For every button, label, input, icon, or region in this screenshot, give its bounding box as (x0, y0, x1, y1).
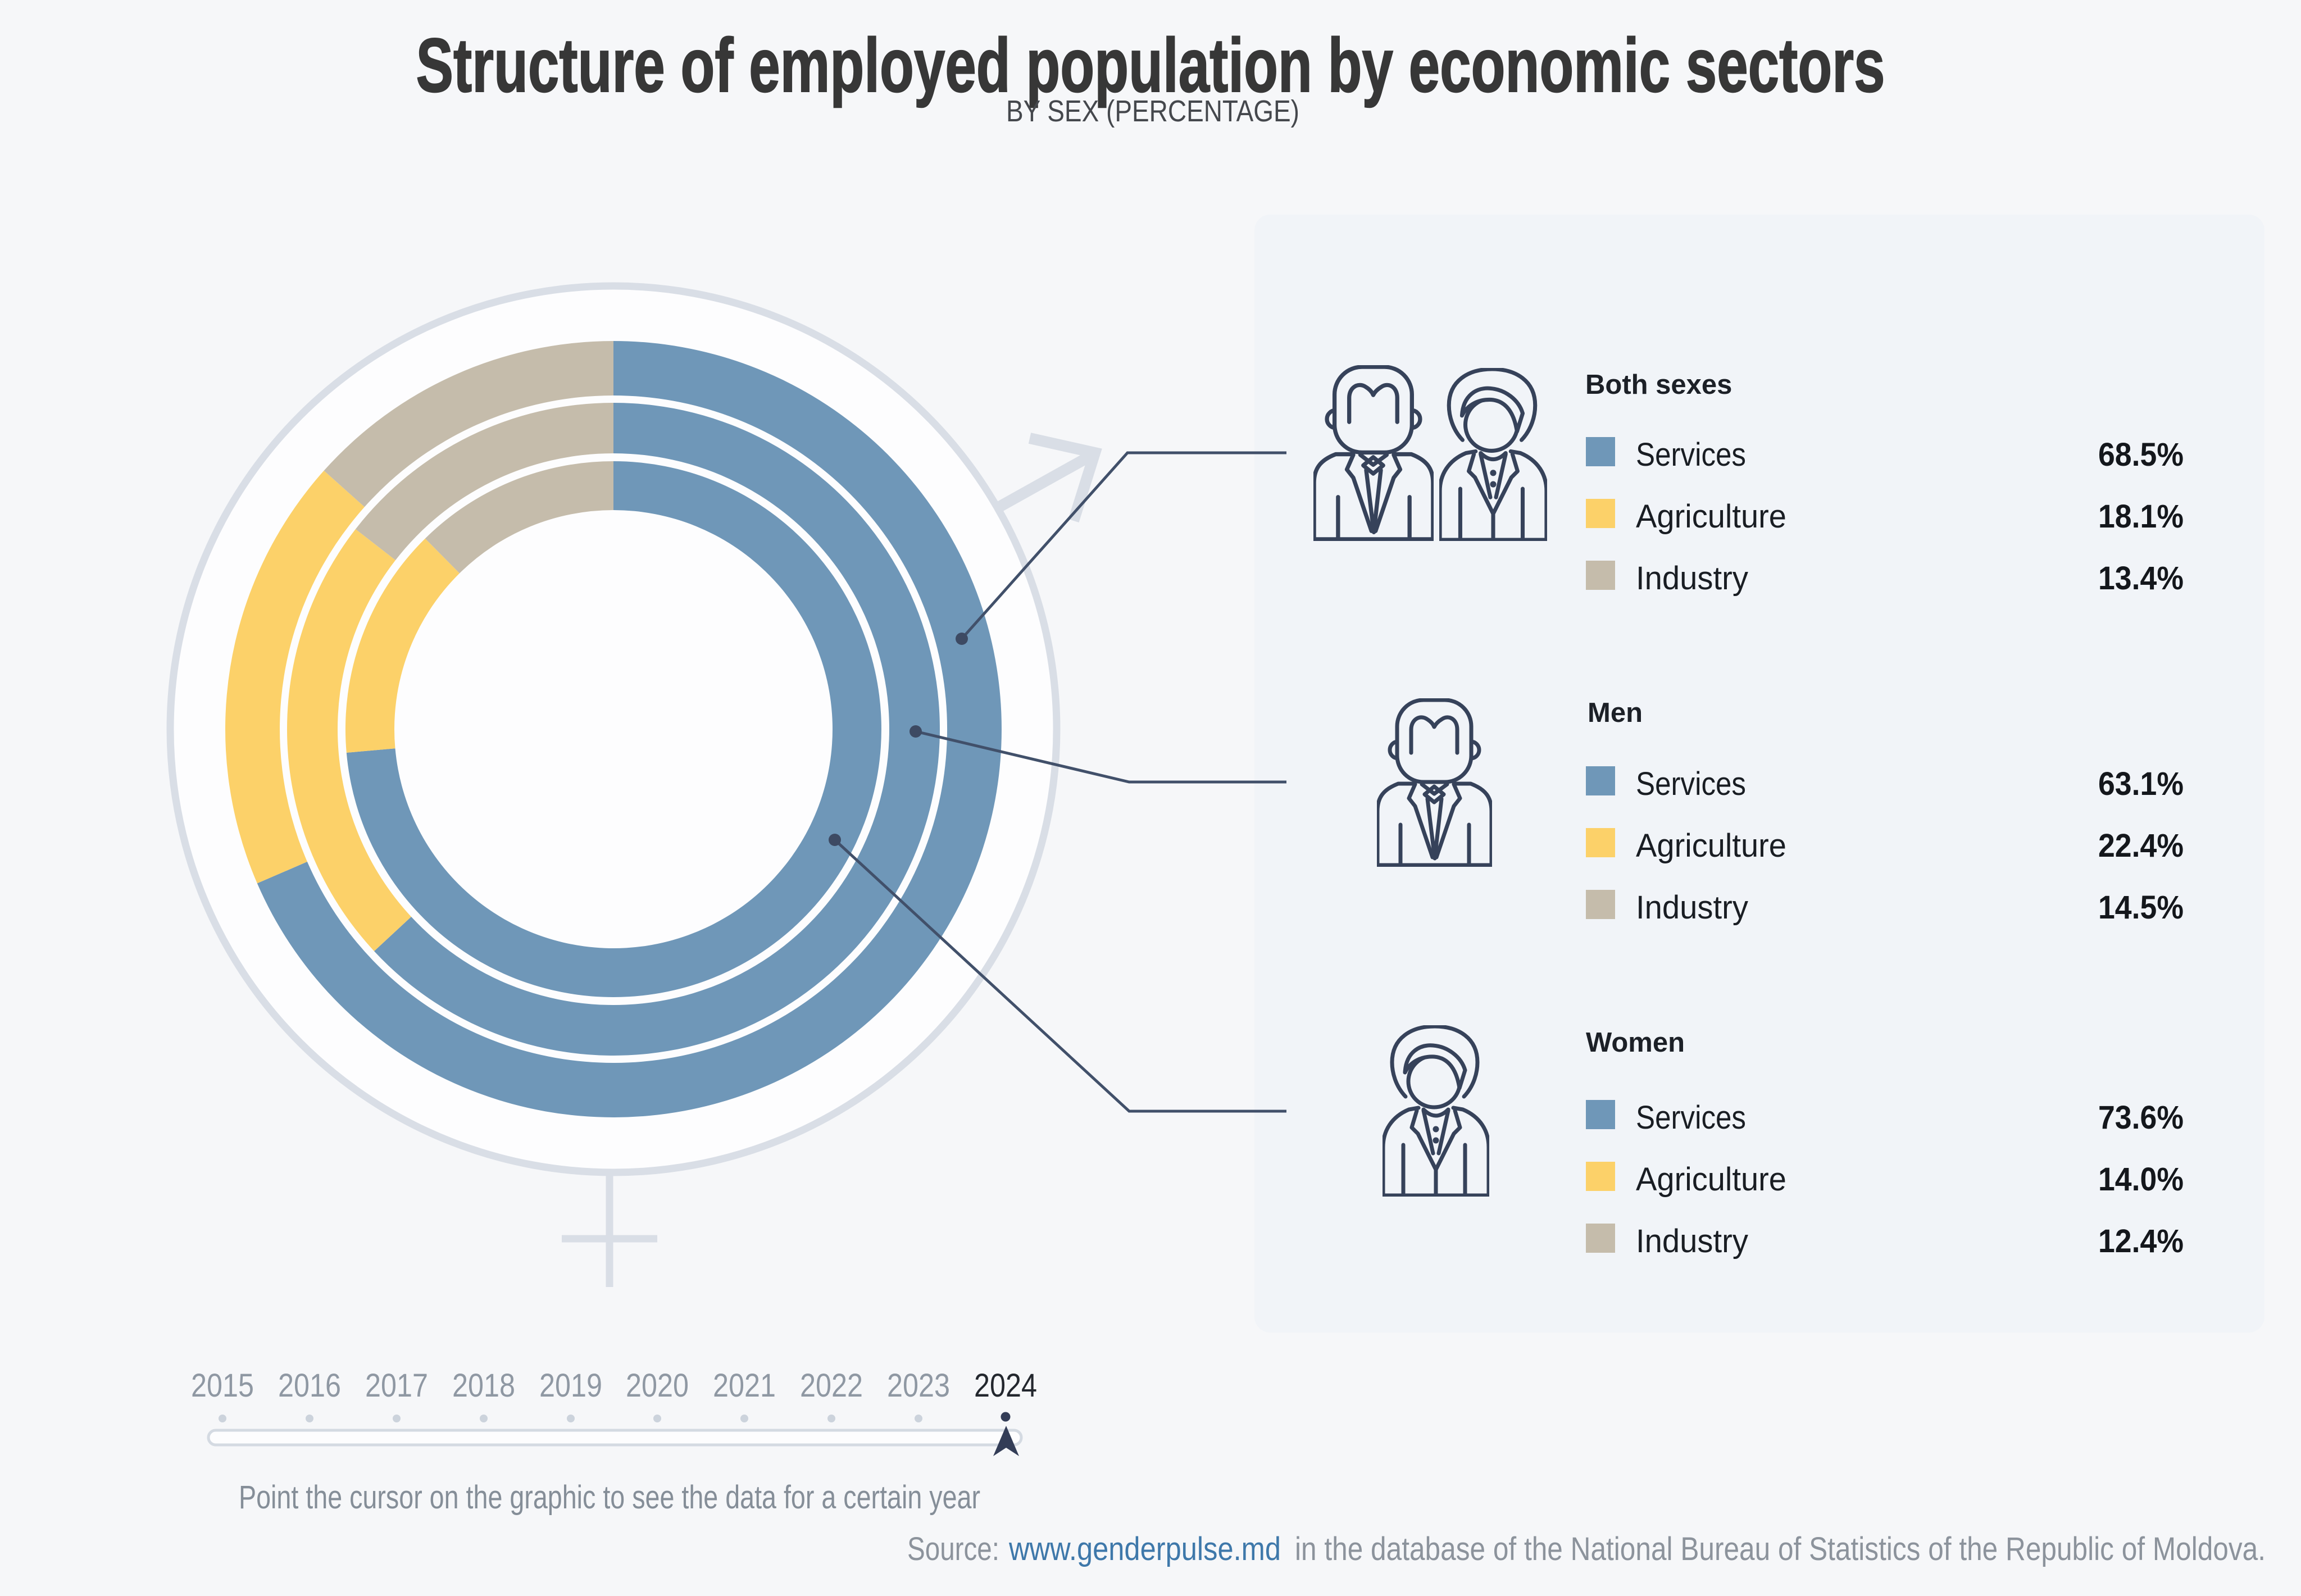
svg-text:Services: Services (1636, 436, 1746, 473)
svg-text:2017: 2017 (365, 1367, 428, 1404)
svg-text:2021: 2021 (713, 1367, 776, 1404)
svg-text:13.4%: 13.4% (2098, 560, 2184, 597)
svg-text:Industry: Industry (1636, 889, 1748, 926)
svg-text:Industry: Industry (1636, 560, 1748, 597)
svg-text:Agriculture: Agriculture (1636, 1161, 1786, 1198)
svg-text:Point the cursor on the graphi: Point the cursor on the graphic to see t… (239, 1479, 980, 1516)
svg-text:2022: 2022 (800, 1367, 863, 1404)
svg-text:Both sexes: Both sexes (1585, 370, 1732, 400)
svg-text:2024: 2024 (974, 1367, 1037, 1404)
svg-text:Agriculture: Agriculture (1636, 827, 1786, 864)
svg-text:63.1%: 63.1% (2098, 766, 2184, 802)
svg-text:73.6%: 73.6% (2098, 1099, 2184, 1136)
svg-text:BY SEX (PERCENTAGE): BY SEX (PERCENTAGE) (1006, 94, 1299, 128)
svg-text:in the database of the Nationa: in the database of the National Bureau o… (1295, 1531, 2266, 1567)
svg-text:2019: 2019 (539, 1367, 602, 1404)
svg-text:12.4%: 12.4% (2098, 1223, 2184, 1259)
svg-text:Women: Women (1586, 1027, 1685, 1058)
svg-text:2023: 2023 (887, 1367, 950, 1404)
svg-text:18.1%: 18.1% (2098, 498, 2184, 535)
svg-text:www.genderpulse.md: www.genderpulse.md (1008, 1531, 1281, 1567)
svg-text:Agriculture: Agriculture (1636, 498, 1786, 535)
svg-text:14.0%: 14.0% (2098, 1161, 2184, 1198)
svg-text:Services: Services (1636, 1099, 1746, 1136)
svg-text:22.4%: 22.4% (2098, 827, 2184, 864)
svg-text:Source:: Source: (907, 1531, 999, 1567)
svg-text:68.5%: 68.5% (2098, 436, 2184, 473)
svg-text:Structure of employed populati: Structure of employed population by econ… (416, 22, 1885, 108)
svg-text:14.5%: 14.5% (2098, 889, 2184, 926)
svg-text:Men: Men (1588, 698, 1643, 728)
svg-text:2018: 2018 (452, 1367, 515, 1404)
svg-text:Industry: Industry (1636, 1223, 1748, 1259)
svg-text:2015: 2015 (191, 1367, 254, 1404)
svg-text:2016: 2016 (278, 1367, 341, 1404)
svg-text:2020: 2020 (626, 1367, 689, 1404)
svg-text:Services: Services (1636, 766, 1746, 802)
